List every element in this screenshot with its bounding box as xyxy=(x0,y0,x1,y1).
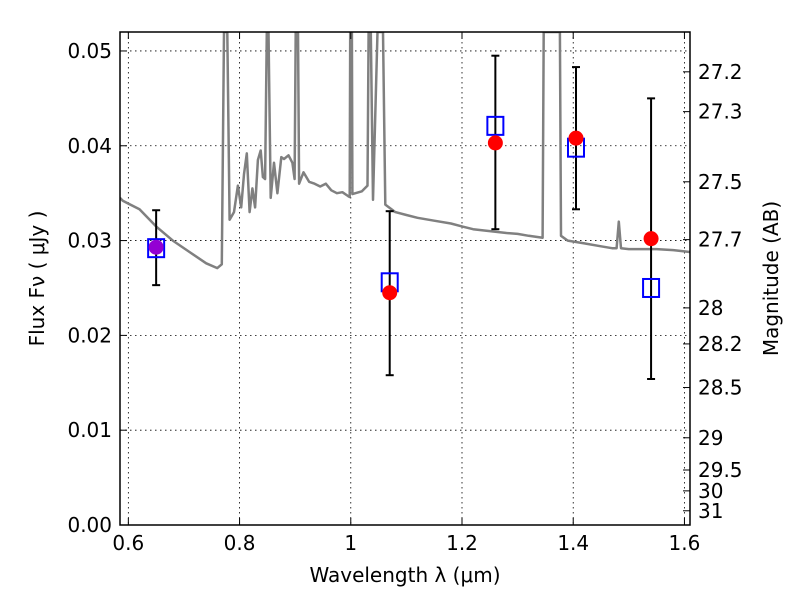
x-tick-label: 1 xyxy=(344,531,357,555)
observed-flux-point xyxy=(382,285,398,301)
x-axis-label: Wavelength λ (μm) xyxy=(309,563,500,587)
model-flux-square xyxy=(642,277,661,298)
y-tick-label: 0.04 xyxy=(67,134,112,158)
right-tick-label: 28 xyxy=(698,296,723,320)
observed-flux-point xyxy=(148,239,164,255)
model-spectrum-line xyxy=(120,32,690,270)
right-tick-label: 30 xyxy=(698,479,723,503)
x-axis-ticks: 0.6 0.8 1 1.2 1.4 1.6 xyxy=(112,32,700,555)
y-axis-label: Flux Fν ( μJy ) xyxy=(25,211,49,347)
x-tick-label: 0.6 xyxy=(112,531,144,555)
right-tick-label: 27.3 xyxy=(698,100,743,124)
plot-area xyxy=(120,32,690,380)
y-axis-ticks: 0.00 0.01 0.02 0.03 0.04 0.05 xyxy=(67,39,127,537)
right-tick-label: 27.2 xyxy=(698,60,743,84)
right-tick-label: 29.5 xyxy=(698,458,743,482)
y-tick-label: 0.02 xyxy=(67,323,112,347)
right-tick-label: 31 xyxy=(698,499,723,523)
right-tick-label: 27.5 xyxy=(698,170,743,194)
right-tick-label: 28.2 xyxy=(698,332,743,356)
observed-flux-point xyxy=(487,135,503,151)
model-flux-square xyxy=(147,238,166,259)
observed-flux-point xyxy=(568,130,584,146)
observed-flux-point xyxy=(643,231,659,247)
plot-frame xyxy=(119,31,691,526)
right-axis-label: Magnitude (AB) xyxy=(759,201,783,356)
x-tick-label: 1.2 xyxy=(446,531,478,555)
x-tick-label: 0.8 xyxy=(224,531,256,555)
y-tick-label: 0.05 xyxy=(67,39,112,63)
right-tick-label: 27.7 xyxy=(698,228,743,252)
x-tick-label: 1.4 xyxy=(557,531,589,555)
x-tick-label: 1.6 xyxy=(669,531,701,555)
model-flux-square xyxy=(486,115,505,136)
right-tick-label: 29 xyxy=(698,426,723,450)
grid-lines xyxy=(120,32,690,526)
y-tick-label: 0.00 xyxy=(67,513,112,537)
y-tick-label: 0.03 xyxy=(67,229,112,253)
y-tick-label: 0.01 xyxy=(67,418,112,442)
right-tick-label: 28.5 xyxy=(698,376,743,400)
